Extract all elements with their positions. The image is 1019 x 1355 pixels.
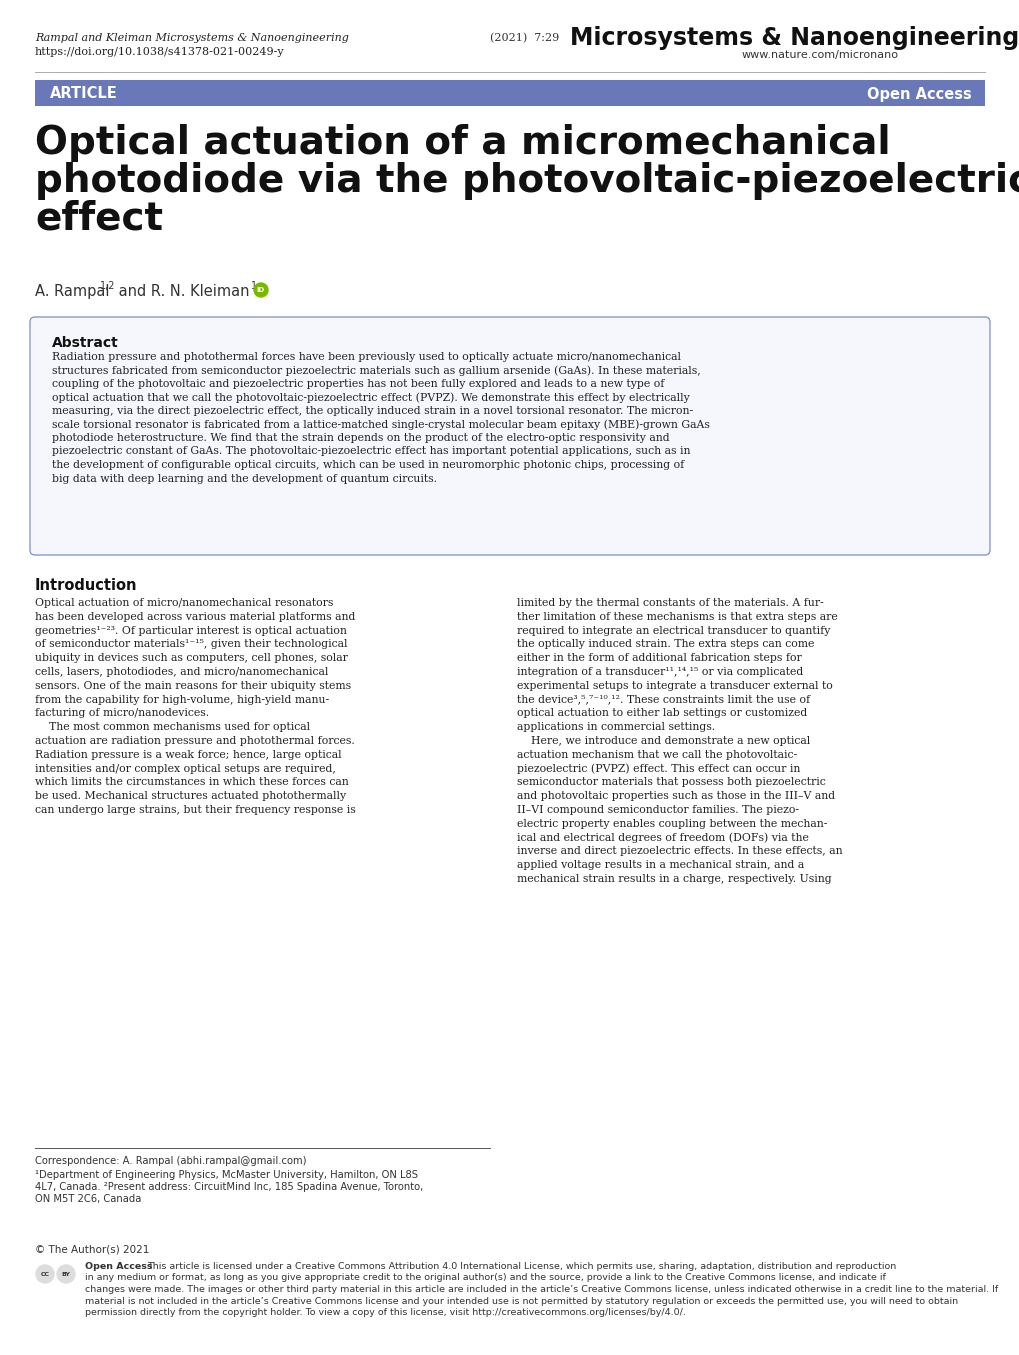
Text: https://doi.org/10.1038/s41378-021-00249-y: https://doi.org/10.1038/s41378-021-00249…: [35, 47, 284, 57]
Text: ON M5T 2C6, Canada: ON M5T 2C6, Canada: [35, 1194, 142, 1205]
Text: Radiation pressure is a weak force; hence, large optical: Radiation pressure is a weak force; henc…: [35, 749, 341, 760]
Text: II–VI compound semiconductor families. The piezo-: II–VI compound semiconductor families. T…: [517, 805, 798, 814]
Text: Microsystems & Nanoengineering: Microsystems & Nanoengineering: [570, 26, 1018, 50]
Text: (2021)  7:29: (2021) 7:29: [489, 33, 558, 43]
Text: CC: CC: [41, 1271, 50, 1276]
Text: © The Author(s) 2021: © The Author(s) 2021: [35, 1244, 149, 1253]
Text: Here, we introduce and demonstrate a new optical: Here, we introduce and demonstrate a new…: [517, 736, 809, 747]
Text: either in the form of additional fabrication steps for: either in the form of additional fabrica…: [517, 653, 801, 663]
Text: semiconductor materials that possess both piezoelectric: semiconductor materials that possess bot…: [517, 778, 825, 787]
Text: applications in commercial settings.: applications in commercial settings.: [517, 722, 714, 732]
Text: Optical actuation of micro/nanomechanical resonators: Optical actuation of micro/nanomechanica…: [35, 598, 333, 608]
Text: ARTICLE: ARTICLE: [50, 87, 117, 102]
Text: Abstract: Abstract: [52, 336, 118, 350]
Text: structures fabricated from semiconductor piezoelectric materials such as gallium: structures fabricated from semiconductor…: [52, 366, 700, 377]
Text: required to integrate an electrical transducer to quantify: required to integrate an electrical tran…: [517, 626, 829, 635]
Text: Radiation pressure and photothermal forces have been previously used to opticall: Radiation pressure and photothermal forc…: [52, 352, 681, 362]
Text: www.nature.com/micronano: www.nature.com/micronano: [741, 50, 898, 60]
FancyBboxPatch shape: [35, 80, 984, 106]
Text: optical actuation to either lab settings or customized: optical actuation to either lab settings…: [517, 709, 806, 718]
Text: cells, lasers, photodiodes, and micro/nanomechanical: cells, lasers, photodiodes, and micro/na…: [35, 667, 328, 678]
Text: electric property enables coupling between the mechan-: electric property enables coupling betwe…: [517, 818, 826, 829]
Text: actuation mechanism that we call the photovoltaic-: actuation mechanism that we call the pho…: [517, 749, 796, 760]
Text: ther limitation of these mechanisms is that extra steps are: ther limitation of these mechanisms is t…: [517, 612, 837, 622]
Text: the device³,⁵,⁷⁻¹⁰,¹². These constraints limit the use of: the device³,⁵,⁷⁻¹⁰,¹². These constraints…: [517, 695, 809, 705]
Text: permission directly from the copyright holder. To view a copy of this license, v: permission directly from the copyright h…: [85, 1308, 685, 1317]
Text: effect: effect: [35, 201, 163, 238]
Text: mechanical strain results in a charge, respectively. Using: mechanical strain results in a charge, r…: [517, 874, 830, 883]
Text: The most common mechanisms used for optical: The most common mechanisms used for opti…: [35, 722, 310, 732]
Text: piezoelectric (PVPZ) effect. This effect can occur in: piezoelectric (PVPZ) effect. This effect…: [517, 764, 800, 774]
Text: which limits the circumstances in which these forces can: which limits the circumstances in which …: [35, 778, 348, 787]
Text: from the capability for high-volume, high-yield manu-: from the capability for high-volume, hig…: [35, 695, 329, 705]
Circle shape: [36, 1266, 54, 1283]
Text: of semiconductor materials¹⁻¹⁵, given their technological: of semiconductor materials¹⁻¹⁵, given th…: [35, 640, 347, 649]
Text: optical actuation that we call the photovoltaic-piezoelectric effect (PVPZ). We : optical actuation that we call the photo…: [52, 393, 689, 402]
Text: experimental setups to integrate a transducer external to: experimental setups to integrate a trans…: [517, 680, 832, 691]
Text: This article is licensed under a Creative Commons Attribution 4.0 International : This article is licensed under a Creativ…: [147, 1262, 896, 1271]
Text: in any medium or format, as long as you give appropriate credit to the original : in any medium or format, as long as you …: [85, 1274, 886, 1282]
Text: BY: BY: [61, 1271, 70, 1276]
Text: geometries¹⁻²³. Of particular interest is optical actuation: geometries¹⁻²³. Of particular interest i…: [35, 626, 346, 635]
Text: has been developed across various material platforms and: has been developed across various materi…: [35, 612, 355, 622]
Text: actuation are radiation pressure and photothermal forces.: actuation are radiation pressure and pho…: [35, 736, 355, 747]
Text: Open Access: Open Access: [85, 1262, 153, 1271]
Text: scale torsional resonator is fabricated from a lattice-matched single-crystal mo: scale torsional resonator is fabricated …: [52, 420, 709, 430]
Text: and R. N. Kleiman: and R. N. Kleiman: [114, 285, 250, 299]
Text: material is not included in the article’s Creative Commons license and your inte: material is not included in the article’…: [85, 1297, 957, 1305]
Text: and photovoltaic properties such as those in the III–V and: and photovoltaic properties such as thos…: [517, 791, 835, 801]
Text: Optical actuation of a micromechanical: Optical actuation of a micromechanical: [35, 125, 890, 163]
Text: ubiquity in devices such as computers, cell phones, solar: ubiquity in devices such as computers, c…: [35, 653, 347, 663]
Text: limited by the thermal constants of the materials. A fur-: limited by the thermal constants of the …: [517, 598, 823, 608]
Text: A. Rampal: A. Rampal: [35, 285, 109, 299]
Text: piezoelectric constant of GaAs. The photovoltaic-piezoelectric effect has import: piezoelectric constant of GaAs. The phot…: [52, 447, 690, 457]
Text: Open Access: Open Access: [866, 87, 971, 102]
Circle shape: [254, 283, 268, 297]
Text: big data with deep learning and the development of quantum circuits.: big data with deep learning and the deve…: [52, 473, 436, 484]
Text: 1,2: 1,2: [100, 280, 115, 291]
Circle shape: [57, 1266, 75, 1283]
Text: ical and electrical degrees of freedom (DOFs) via the: ical and electrical degrees of freedom (…: [517, 832, 808, 843]
Text: photodiode via the photovoltaic-piezoelectric: photodiode via the photovoltaic-piezoele…: [35, 163, 1019, 201]
Text: sensors. One of the main reasons for their ubiquity stems: sensors. One of the main reasons for the…: [35, 680, 351, 691]
Text: measuring, via the direct piezoelectric effect, the optically induced strain in : measuring, via the direct piezoelectric …: [52, 406, 693, 416]
Text: inverse and direct piezoelectric effects. In these effects, an: inverse and direct piezoelectric effects…: [517, 847, 842, 856]
Text: Rampal and Kleiman Microsystems & Nanoengineering: Rampal and Kleiman Microsystems & Nanoen…: [35, 33, 348, 43]
Text: 1: 1: [251, 280, 257, 291]
Text: coupling of the photovoltaic and piezoelectric properties has not been fully exp: coupling of the photovoltaic and piezoel…: [52, 379, 663, 389]
Text: facturing of micro/nanodevices.: facturing of micro/nanodevices.: [35, 709, 209, 718]
Text: be used. Mechanical structures actuated photothermally: be used. Mechanical structures actuated …: [35, 791, 345, 801]
Text: applied voltage results in a mechanical strain, and a: applied voltage results in a mechanical …: [517, 860, 803, 870]
Text: ¹Department of Engineering Physics, McMaster University, Hamilton, ON L8S: ¹Department of Engineering Physics, McMa…: [35, 1169, 418, 1180]
Text: intensities and/or complex optical setups are required,: intensities and/or complex optical setup…: [35, 764, 335, 774]
Text: changes were made. The images or other third party material in this article are : changes were made. The images or other t…: [85, 1285, 998, 1294]
Text: the optically induced strain. The extra steps can come: the optically induced strain. The extra …: [517, 640, 813, 649]
Text: 4L7, Canada. ²Present address: CircuitMind Inc, 185 Spadina Avenue, Toronto,: 4L7, Canada. ²Present address: CircuitMi…: [35, 1182, 423, 1192]
Text: the development of configurable optical circuits, which can be used in neuromorp: the development of configurable optical …: [52, 459, 684, 470]
Text: iD: iD: [257, 287, 265, 293]
Text: Correspondence: A. Rampal (abhi.rampal@gmail.com): Correspondence: A. Rampal (abhi.rampal@g…: [35, 1156, 306, 1167]
Text: integration of a transducer¹¹,¹⁴,¹⁵ or via complicated: integration of a transducer¹¹,¹⁴,¹⁵ or v…: [517, 667, 803, 678]
FancyBboxPatch shape: [30, 317, 989, 556]
Text: can undergo large strains, but their frequency response is: can undergo large strains, but their fre…: [35, 805, 356, 814]
Text: photodiode heterostructure. We find that the strain depends on the product of th: photodiode heterostructure. We find that…: [52, 434, 668, 443]
Text: Introduction: Introduction: [35, 579, 138, 593]
